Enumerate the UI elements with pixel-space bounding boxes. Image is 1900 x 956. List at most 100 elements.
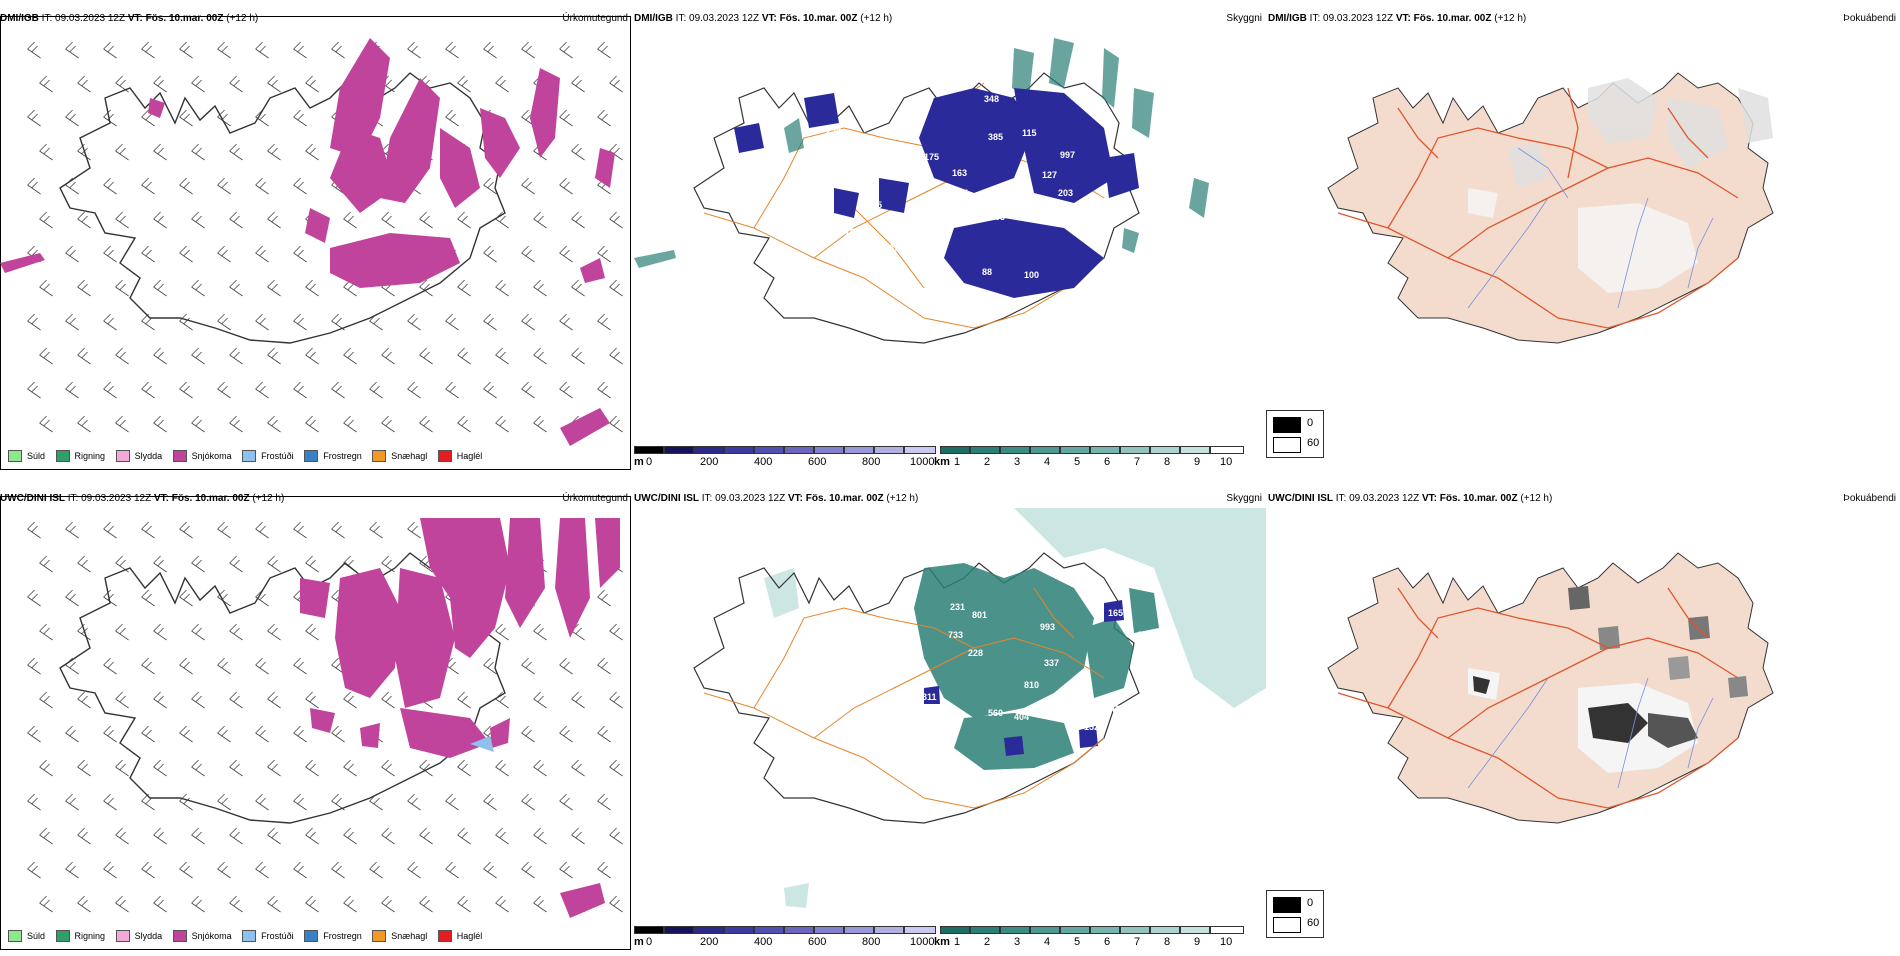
wind-barb-icon	[445, 109, 459, 127]
wind-barb-icon	[39, 143, 53, 161]
wind-barb-icon	[153, 623, 167, 641]
wind-barb-icon	[609, 347, 623, 365]
river-network	[1467, 677, 1714, 789]
precip-map	[0, 38, 623, 446]
wind-barb-icon	[27, 41, 41, 59]
wind-barb-icon	[305, 759, 319, 777]
vis-value: 146	[1054, 712, 1069, 722]
wind-barb-icon	[305, 347, 319, 365]
wind-barb-icon	[305, 75, 319, 93]
road-network	[1337, 587, 1739, 809]
wind-barb-icon	[179, 313, 193, 331]
fog-map	[1327, 72, 1774, 344]
wind-barb-icon	[77, 895, 91, 913]
vis-value: 205	[990, 212, 1005, 222]
vis-value: 236	[924, 210, 939, 220]
wind-barb-icon	[293, 177, 307, 195]
wind-barb-icon	[381, 895, 395, 913]
wind-barb-icon	[103, 381, 117, 399]
wind-barb-icon	[305, 895, 319, 913]
wind-barb-icon	[229, 415, 243, 433]
wind-barb-icon	[597, 313, 611, 331]
wind-barb-icon	[609, 211, 623, 229]
wind-barb-icon	[229, 555, 243, 573]
legend-item: Snæhagl	[372, 930, 427, 942]
visibility-km-scale: km 1 2 3 4 5 6 7 8 9 10	[934, 446, 1244, 476]
wind-barb-icon	[179, 589, 193, 607]
wind-barb-icon	[571, 279, 585, 297]
panel-title: Úrkomutegund	[562, 13, 628, 24]
wind-barb-icon	[457, 895, 471, 913]
wind-barb-icon	[559, 109, 573, 127]
vis-value: 385	[988, 132, 1003, 142]
wind-barb-icon	[103, 521, 117, 539]
wind-barb-icon	[293, 109, 307, 127]
wind-barb-icon	[103, 725, 117, 743]
wind-barb-icon	[229, 279, 243, 297]
wind-barb-icon	[445, 313, 459, 331]
snow-areas	[300, 518, 620, 918]
wind-barb-icon	[419, 827, 433, 845]
wind-barb-icon	[483, 177, 497, 195]
wind-barb-icon	[39, 279, 53, 297]
wind-barb-icon	[609, 415, 623, 433]
visibility-green-areas	[634, 38, 1209, 268]
vis-value: 337	[1044, 658, 1059, 668]
coastline-icon	[1327, 552, 1774, 824]
road-network	[703, 587, 1105, 809]
legend-item: Haglél	[437, 930, 482, 942]
wind-barb-icon	[179, 861, 193, 879]
wind-barb-icon	[229, 211, 243, 229]
wind-barb-icon	[77, 75, 91, 93]
wind-barb-icon	[571, 691, 585, 709]
legend-item: Súld	[8, 450, 45, 462]
wind-barb-icon	[495, 279, 509, 297]
wind-barb-icon	[267, 827, 281, 845]
wind-barb-icon	[609, 759, 623, 777]
wind-barb-icon	[457, 415, 471, 433]
wind-barb-icon	[115, 347, 129, 365]
wind-barb-icon	[217, 793, 231, 811]
wind-barb-icon	[255, 381, 269, 399]
wind-barb-icon	[343, 415, 357, 433]
wind-barb-icon	[343, 691, 357, 709]
wind-barb-icon	[407, 861, 421, 879]
panel-header: DMI/IGB IT: 09.03.2023 12Z VT: Fös. 10.m…	[634, 10, 1266, 28]
wind-barb-icon	[217, 861, 231, 879]
wind-barb-icon	[65, 109, 79, 127]
wind-barb-icon	[609, 75, 623, 93]
wind-barb-icon	[267, 895, 281, 913]
wind-barb-icon	[483, 245, 497, 263]
wind-barb-icon	[39, 827, 53, 845]
visibility-map: 199 120 108 85 175 180 163 141 118 205 2…	[634, 38, 1209, 344]
wind-barb-icon	[77, 555, 91, 573]
cover-legend: 0 60	[1266, 410, 1324, 458]
wind-barb-icon	[369, 521, 383, 539]
wind-barb-icon	[609, 691, 623, 709]
wind-barb-icon	[571, 211, 585, 229]
wind-barb-icon	[229, 143, 243, 161]
altitude-scale: m 0 200 400 600 800 1000	[634, 446, 936, 476]
wind-barb-icon	[179, 657, 193, 675]
wind-barb-icon	[571, 759, 585, 777]
wind-barb-icon	[191, 347, 205, 365]
wind-barb-icon	[483, 657, 497, 675]
wind-barb-icon	[305, 143, 319, 161]
wind-barb-icon	[267, 211, 281, 229]
visibility-panel-row1: DMI/IGB IT: 09.03.2023 12Z VT: Fös. 10.m…	[634, 10, 1266, 470]
vis-value: 311	[922, 692, 937, 702]
wind-barb-icon	[343, 211, 357, 229]
wind-barb-icon	[179, 793, 193, 811]
wind-barb-icon	[597, 589, 611, 607]
wind-barb-icon	[153, 347, 167, 365]
wind-barb-icon	[255, 41, 269, 59]
wind-barb-icon	[65, 589, 79, 607]
fog-map	[1327, 552, 1774, 824]
wind-barb-icon	[343, 895, 357, 913]
wind-barb-icon	[65, 313, 79, 331]
wind-barb-icon	[457, 279, 471, 297]
altitude-scale: m 0 200 400 600 800 1000	[634, 926, 936, 956]
legend-item: Slydda	[115, 450, 162, 462]
wind-barb-icon	[293, 793, 307, 811]
vis-value: 430	[1110, 704, 1125, 714]
